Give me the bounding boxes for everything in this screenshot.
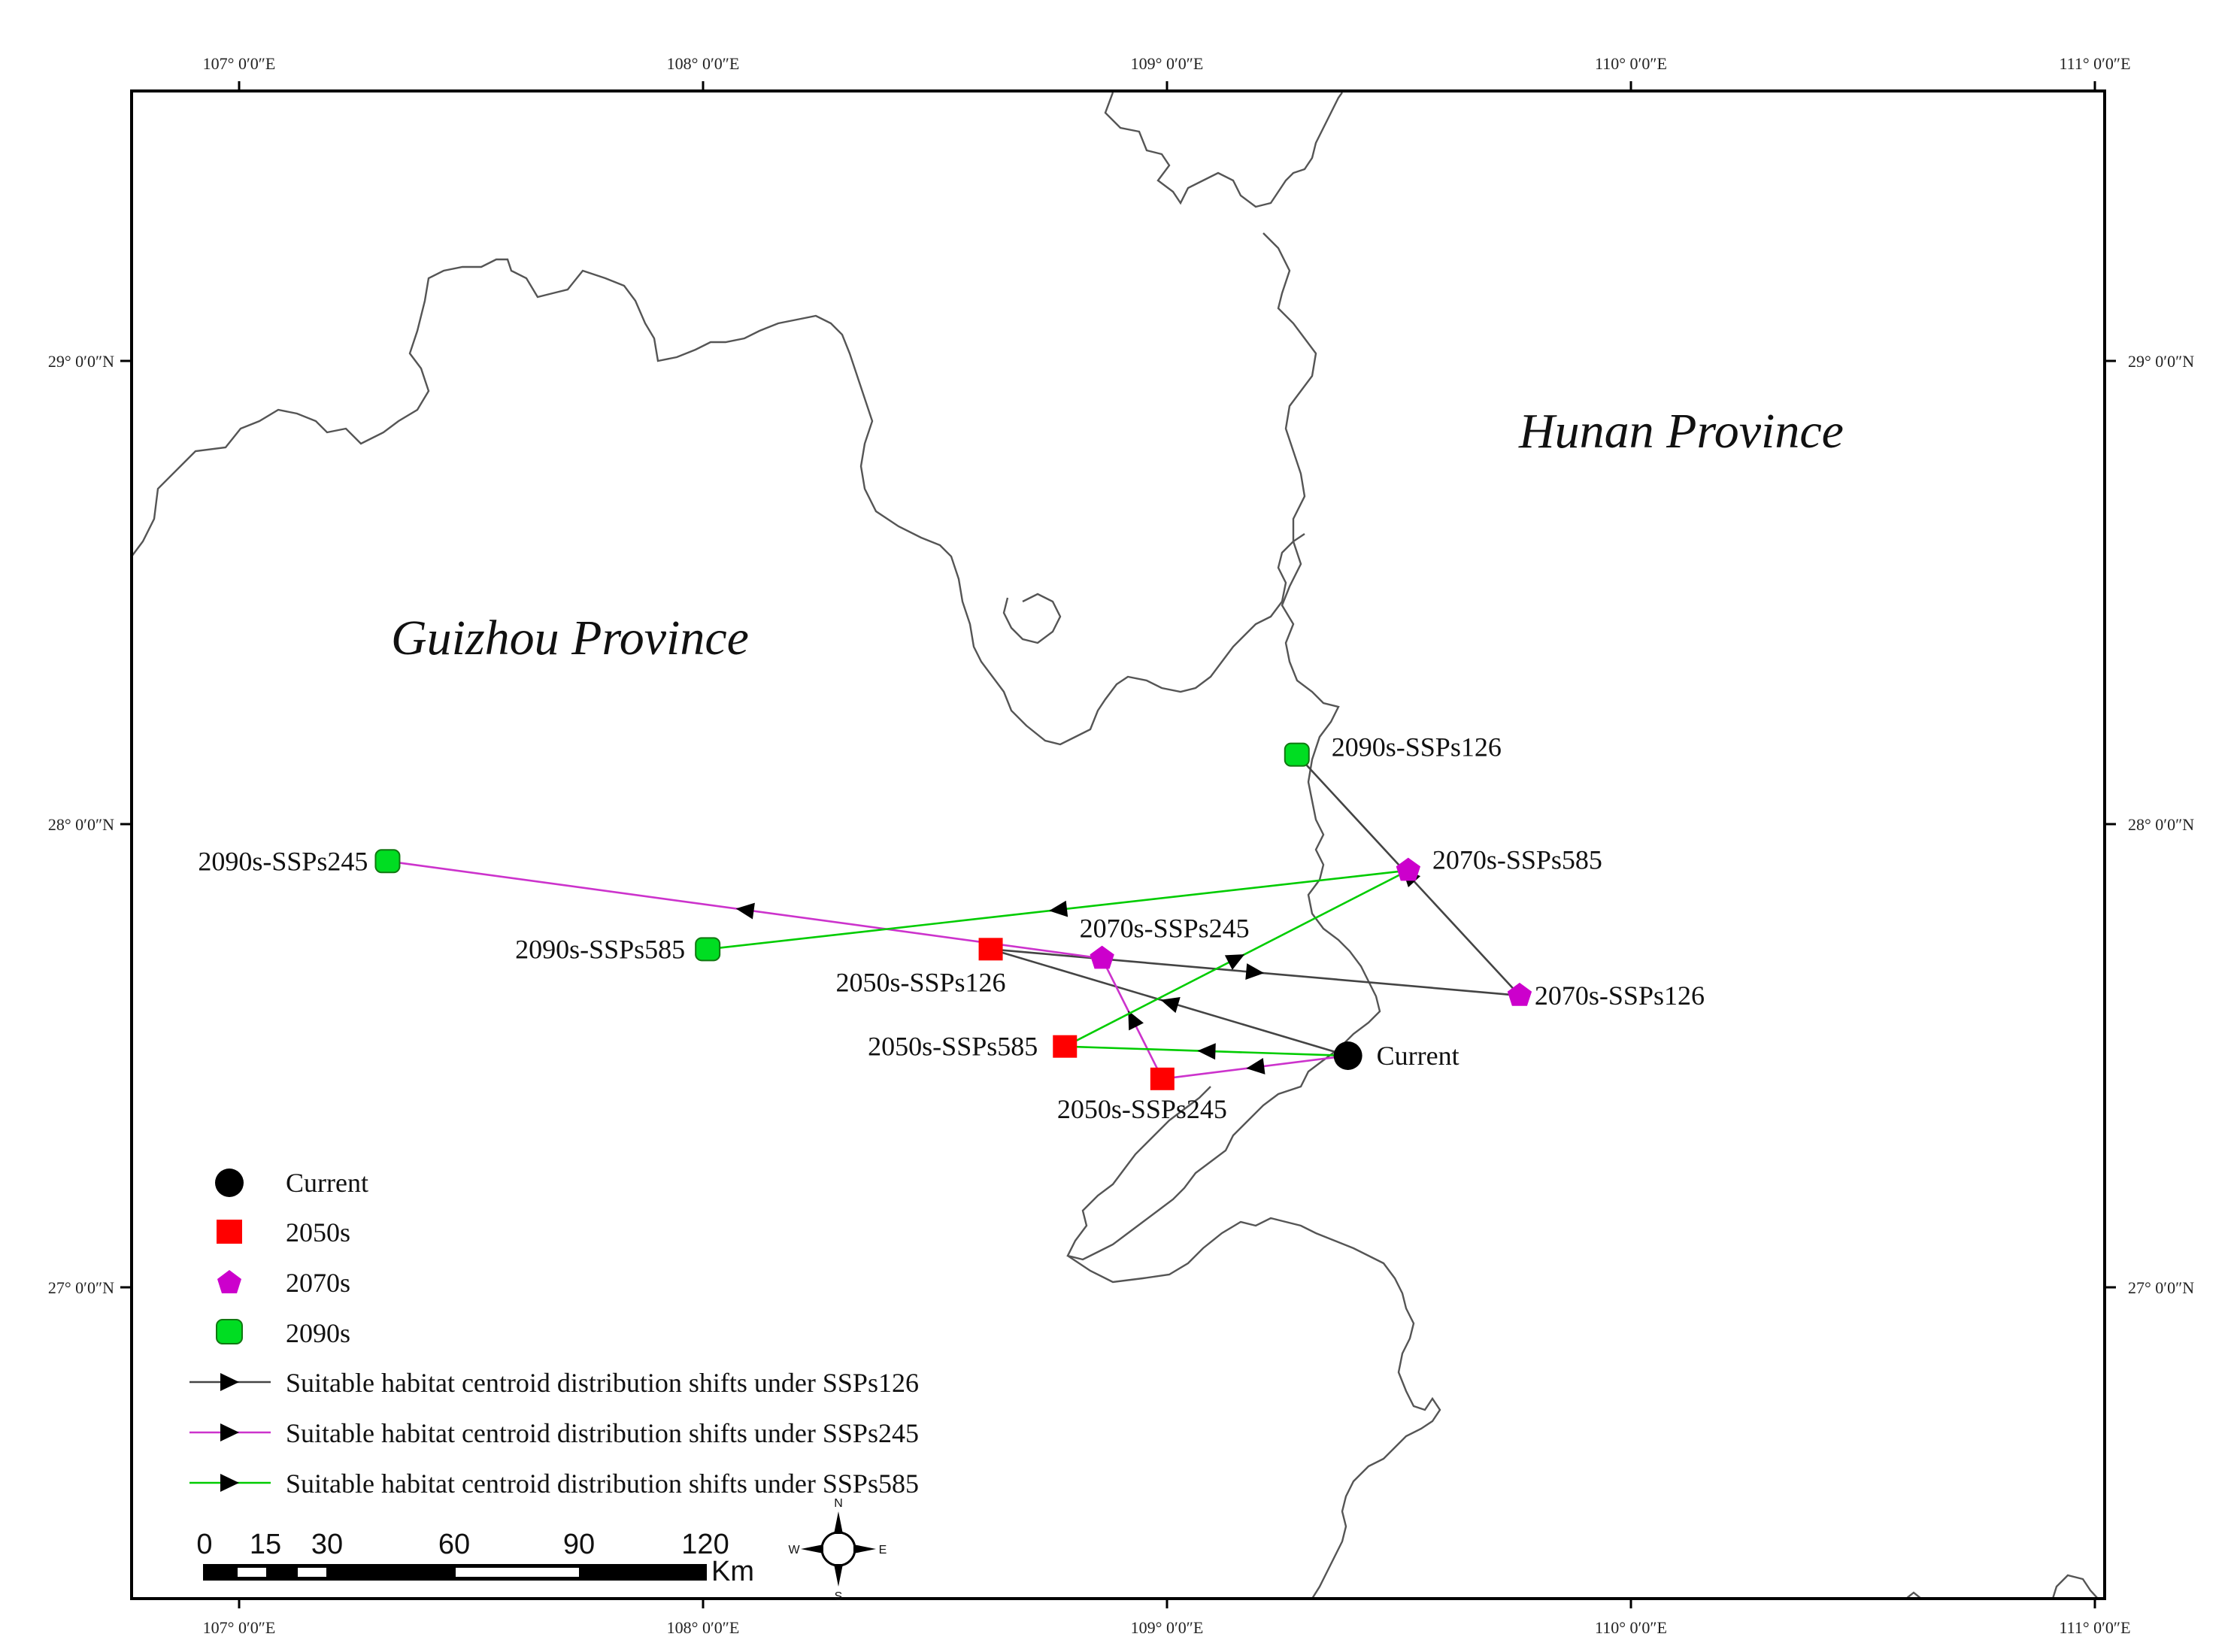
- label-2050s-245: 2050s-SSPs245: [1057, 1094, 1227, 1124]
- guizhou-inner-hook: [1002, 593, 1062, 644]
- scale-bar-outline: [203, 1564, 707, 1581]
- legend-label-current: Current: [286, 1168, 368, 1198]
- shift-paths: [387, 753, 1520, 1081]
- shift-arrow-ssps585-0: [1197, 1043, 1216, 1060]
- legend-label-2090s: 2090s: [286, 1318, 350, 1348]
- legend-symbol-2050s: [217, 1220, 242, 1244]
- bottom-lon-label-3: 109° 0′0″E: [1131, 1618, 1204, 1637]
- top-lon-label-2: 108° 0′0″E: [667, 54, 740, 73]
- point-labels: Current 2050s-SSPs126 2050s-SSPs245 2050s-S…: [198, 732, 1705, 1124]
- centroid-2090s-126: [1284, 742, 1310, 767]
- scale-tick-60: 60: [438, 1529, 470, 1560]
- centroid-2050s-245: [1150, 1067, 1175, 1090]
- shift-arrow-ssps245-2: [735, 902, 755, 920]
- legend-symbol-current: [215, 1169, 244, 1197]
- north-boundary: [1104, 92, 1343, 208]
- centroid-2070s-126: [1507, 982, 1532, 1006]
- centroid-2070s-585: [1396, 857, 1420, 881]
- legend-symbol-2090s: [216, 1319, 243, 1344]
- shift-points: [374, 742, 1532, 1090]
- bottom-lon-label-2: 108° 0′0″E: [667, 1618, 740, 1637]
- shift-arrow-ssps585-1: [1224, 954, 1245, 970]
- bottom-lon-label-5: 111° 0′0″E: [2059, 1618, 2130, 1637]
- guizhou-north-boundary: [133, 258, 1305, 746]
- compass-s: S: [835, 1590, 843, 1603]
- scale-tick-90: 90: [563, 1529, 595, 1560]
- right-lat-label-1: 29° 0′0″N: [2128, 352, 2194, 371]
- left-lat-label-3: 27° 0′0″N: [48, 1278, 114, 1297]
- shift-arrow-ssps585-2: [1049, 900, 1068, 917]
- province-label-hunan: Hunan Province: [1518, 404, 1844, 459]
- centroid-current: [1333, 1041, 1362, 1070]
- scale-tick-15: 15: [250, 1529, 281, 1560]
- right-lat-label-3: 27° 0′0″N: [2128, 1278, 2194, 1297]
- top-lon-label-4: 110° 0′0″E: [1595, 54, 1667, 73]
- scale-bar-segment-3: [456, 1568, 579, 1577]
- axis-ticks: [120, 81, 2116, 1608]
- legend-symbol-2070s: [217, 1270, 241, 1293]
- label-2090s-245: 2090s-SSPs245: [198, 846, 368, 876]
- map-frame: [130, 89, 2106, 1600]
- legend-label-ssp585: Suitable habitat centroid distribution s…: [286, 1469, 919, 1499]
- legend: Current 2050s 2070s 2090s Suitable habit…: [189, 1168, 919, 1499]
- compass-n: N: [834, 1497, 843, 1510]
- top-lon-label-1: 107° 0′0″E: [203, 54, 276, 73]
- label-2070s-126: 2070s-SSPs126: [1535, 981, 1705, 1011]
- legend-arrow-ssp585: [220, 1474, 239, 1492]
- compass-e: E: [879, 1544, 887, 1557]
- scale-bar: 0 15 30 60 90 120 Km: [196, 1529, 754, 1587]
- centroid-2050s-585: [1053, 1035, 1078, 1058]
- legend-label-2070s: 2070s: [286, 1268, 350, 1298]
- scale-bar-segment-1: [238, 1568, 266, 1577]
- legend-label-2050s: 2050s: [286, 1217, 350, 1247]
- label-current: Current: [1377, 1041, 1459, 1071]
- centroid-2090s-585: [695, 937, 721, 962]
- left-lat-label-1: 29° 0′0″N: [48, 352, 114, 371]
- label-2070s-245: 2070s-SSPs245: [1080, 914, 1250, 944]
- legend-arrow-ssp245: [220, 1423, 239, 1441]
- bottom-right-boundary: [2052, 1574, 2098, 1597]
- north-arrow-icon: N S W E: [788, 1497, 887, 1603]
- centroid-2090s-245: [374, 849, 401, 874]
- top-lon-label-3: 109° 0′0″E: [1131, 54, 1204, 73]
- label-2050s-126: 2050s-SSPs126: [835, 967, 1005, 997]
- hunan-guizhou-border: [1066, 232, 1381, 1261]
- right-lat-label-2: 28° 0′0″N: [2128, 815, 2194, 834]
- left-lat-label-2: 28° 0′0″N: [48, 815, 114, 834]
- scale-unit: Km: [711, 1556, 754, 1587]
- province-boundaries: [133, 92, 2098, 1597]
- shift-arrow-ssps126-1: [1245, 963, 1265, 981]
- top-lon-label-5: 111° 0′0″E: [2059, 54, 2130, 73]
- axis-labels: 107° 0′0″E 108° 0′0″E 109° 0′0″E 110° 0′…: [48, 54, 2194, 1637]
- shift-arrow-ssps126-0: [1160, 997, 1181, 1014]
- centroid-2070s-245: [1090, 945, 1114, 969]
- label-2050s-585: 2050s-SSPs585: [868, 1032, 1038, 1062]
- bottom-lon-label-4: 110° 0′0″E: [1595, 1618, 1667, 1637]
- scale-tick-120: 120: [681, 1529, 729, 1560]
- scale-tick-30: 30: [311, 1529, 343, 1560]
- shift-arrow-ssps245-1: [1128, 1010, 1144, 1031]
- centroid-2050s-126: [978, 938, 1003, 961]
- scale-tick-0: 0: [196, 1529, 212, 1560]
- shift-arrow-ssps245-0: [1246, 1057, 1265, 1075]
- legend-label-ssp245: Suitable habitat centroid distribution s…: [286, 1418, 919, 1448]
- compass-w: W: [788, 1544, 800, 1557]
- label-2070s-585: 2070s-SSPs585: [1432, 845, 1602, 875]
- legend-arrow-ssp126: [220, 1373, 239, 1391]
- province-label-guizhou: Guizhou Province: [391, 611, 749, 665]
- scale-bar-segment-2: [298, 1568, 326, 1577]
- label-2090s-126: 2090s-SSPs126: [1332, 732, 1502, 762]
- legend-label-ssp126: Suitable habitat centroid distribution s…: [286, 1368, 919, 1398]
- bottom-right-dot: [1906, 1591, 1921, 1597]
- bottom-lon-label-1: 107° 0′0″E: [203, 1618, 276, 1637]
- label-2090s-585: 2090s-SSPs585: [515, 934, 685, 964]
- southern-boundary: [1067, 1217, 1441, 1597]
